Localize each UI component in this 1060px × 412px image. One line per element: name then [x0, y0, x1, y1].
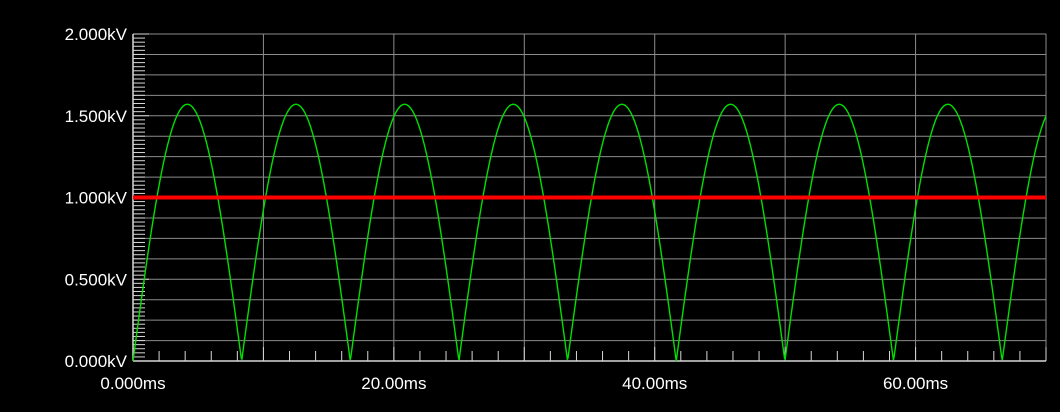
y-tick-labels: 0.000kV 0.500kV 1.000kV 1.500kV 2.000kV	[65, 25, 128, 371]
y-tick-label: 1.500kV	[65, 107, 128, 126]
y-tick-label: 2.000kV	[65, 25, 128, 44]
y-tick-label: 0.500kV	[65, 270, 128, 289]
x-tick-label: 0.000ms	[100, 374, 165, 393]
series	[132, 103, 1047, 362]
x-tick-label: 60.00ms	[883, 374, 948, 393]
series-line	[132, 103, 1047, 362]
minor-ticks	[132, 33, 1047, 362]
y-tick-label: 0.000kV	[65, 352, 128, 371]
y-tick-label: 1.000kV	[65, 189, 128, 208]
x-tick-labels: 0.000ms 20.00ms 40.00ms 60.00ms	[100, 374, 948, 393]
x-tick-label: 20.00ms	[361, 374, 426, 393]
x-tick-label: 40.00ms	[622, 374, 687, 393]
